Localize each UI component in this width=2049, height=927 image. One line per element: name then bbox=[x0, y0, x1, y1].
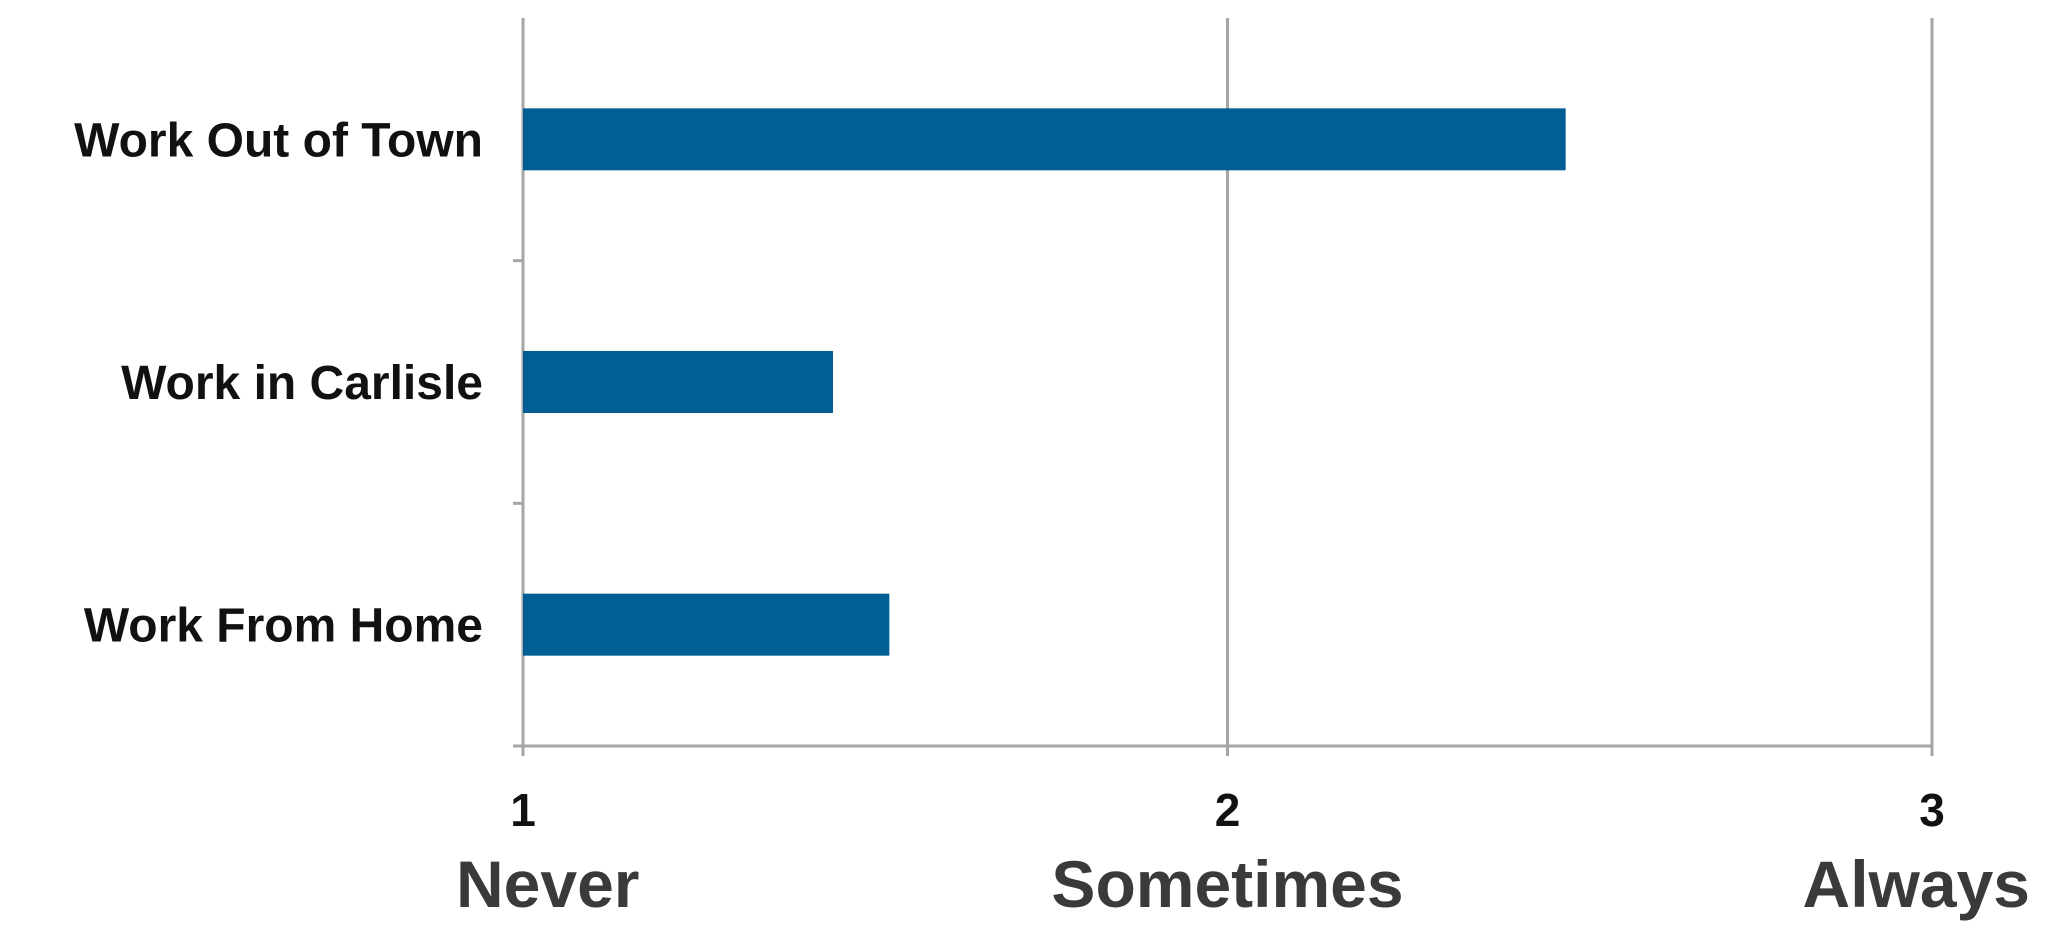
x-tick-label: 3 bbox=[1919, 784, 1945, 836]
bar bbox=[523, 108, 1566, 171]
bar-layer bbox=[523, 108, 1566, 656]
category-label: Work From Home bbox=[84, 600, 483, 653]
category-label: Work in Carlisle bbox=[121, 357, 483, 410]
scale-label: Sometimes bbox=[1051, 847, 1403, 921]
axis-layer bbox=[513, 259, 1932, 748]
label-layer: Work Out of Town Work in Carlisle Work Fro… bbox=[74, 114, 2030, 921]
bar bbox=[523, 593, 890, 656]
scale-label: Never bbox=[456, 847, 639, 921]
bar bbox=[523, 351, 833, 413]
x-tick-label: 2 bbox=[1215, 784, 1241, 836]
x-tick-label: 1 bbox=[510, 784, 536, 836]
category-label: Work Out of Town bbox=[74, 114, 483, 167]
scale-label: Always bbox=[1803, 847, 2030, 921]
